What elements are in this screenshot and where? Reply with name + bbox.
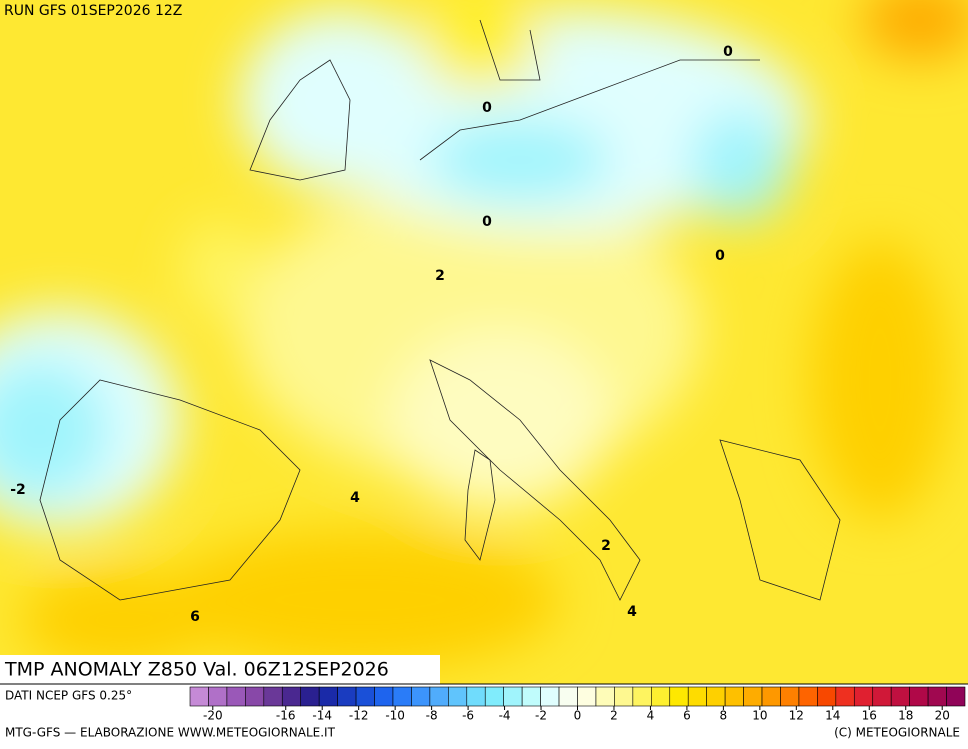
color-swatch [577,686,597,707]
contour-label: 2 [601,538,611,554]
color-swatch [263,686,283,707]
contour-label: 4 [350,490,360,506]
contour-label: 0 [723,44,733,60]
color-swatch [872,686,892,707]
tick-label: -8 [426,709,438,723]
source-label: DATI NCEP GFS 0.25° [5,689,132,703]
tick-label: 12 [789,709,804,723]
color-swatch [853,686,874,707]
color-swatch [632,686,652,707]
color-swatch [761,686,781,707]
tick-label: 16 [862,709,877,723]
color-swatch [208,686,228,707]
tick-label: -16 [276,709,296,723]
coastline [464,449,496,561]
color-swatch [890,686,910,707]
color-swatch [595,686,615,707]
tick-label: 20 [935,709,950,723]
coastline [39,379,301,601]
color-swatch [448,686,468,707]
copyright-label: (C) METEOGIORNALE [834,726,960,740]
color-swatch [466,686,486,707]
tick-label: -20 [203,709,223,723]
color-swatch [484,686,504,707]
tick-label: 10 [752,709,767,723]
color-swatch [337,686,357,707]
map-field [0,0,968,684]
color-swatch [540,686,560,707]
color-swatch [669,686,689,707]
tick-label: -4 [499,709,511,723]
coastline [419,59,760,161]
tick-label: -6 [462,709,474,723]
tick-label: 2 [610,709,618,723]
tick-label: -12 [349,709,369,723]
color-swatch [300,686,320,707]
map-title: TMP ANOMALY Z850 Val. 06Z12SEP2026 [4,659,389,681]
contour-label: 0 [482,214,492,230]
color-swatch [281,686,302,707]
tick-label: -2 [535,709,547,723]
color-swatch [927,686,947,707]
color-swatch [946,686,966,707]
color-swatch [245,686,265,707]
run-label: RUN GFS 01SEP2026 12Z [4,3,182,19]
contour-label: 2 [435,268,445,284]
tick-label: 0 [574,709,582,723]
tick-label: -14 [312,709,332,723]
tick-label: 6 [683,709,691,723]
color-swatch [411,686,431,707]
color-swatch [355,686,375,707]
tick-label: 18 [898,709,913,723]
tick-label: 8 [720,709,728,723]
color-swatch [614,686,634,707]
color-swatch [817,686,837,707]
contour-label: -2 [10,482,26,498]
credit-label: MTG-GFS — ELABORAZIONE WWW.METEOGIORNALE… [5,726,336,740]
color-swatch [687,686,707,707]
tick-label: -10 [385,709,405,723]
coastline [719,439,841,601]
contour-label: 6 [190,609,200,625]
contour-label: 0 [482,100,492,116]
color-swatch [798,686,818,707]
color-swatch [780,686,800,707]
color-swatch [743,686,763,707]
color-swatch [706,686,726,707]
color-swatch [724,686,744,707]
title-box [0,655,440,684]
color-swatch [558,686,578,707]
color-swatch [651,686,671,707]
color-swatch [226,686,246,707]
contour-label: 4 [627,604,637,620]
color-swatch [189,686,209,707]
color-swatch [429,686,449,707]
color-swatch [503,686,523,707]
contour-label: 0 [715,248,725,264]
coastline [249,59,351,181]
coastline [429,359,641,601]
color-swatch [374,686,394,707]
color-swatch [835,686,855,707]
color-swatch [909,686,929,707]
color-swatch [392,686,412,707]
color-swatch [521,686,541,707]
color-swatch [318,686,338,707]
tick-label: 4 [647,709,655,723]
tick-label: 14 [825,709,840,723]
coastline [479,19,541,81]
